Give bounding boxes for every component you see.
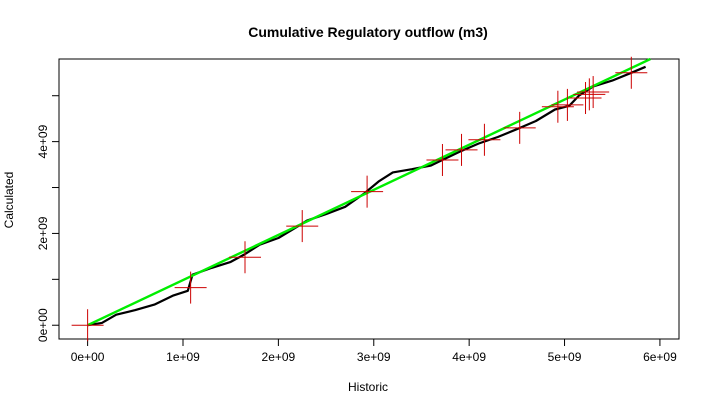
- y-tick-label: 2e+09: [36, 216, 50, 250]
- y-axis: 0e+00 2e+09 4e+09: [36, 95, 60, 342]
- chart-title: Cumulative Regulatory outflow (m3): [248, 24, 488, 40]
- data-point: [426, 143, 459, 176]
- data-point: [229, 241, 261, 274]
- y-axis-label: Calculated: [2, 172, 16, 229]
- data-point: [615, 56, 648, 89]
- x-tick-label: 1e+09: [166, 350, 200, 364]
- x-tick-label: 6e+09: [643, 350, 677, 364]
- data-point: [445, 133, 478, 166]
- x-tick-label: 3e+09: [357, 350, 391, 364]
- data-point: [569, 82, 602, 115]
- x-tick-label: 0e+00: [71, 350, 105, 364]
- x-axis-label: Historic: [348, 380, 388, 394]
- data-point: [503, 111, 536, 144]
- x-tick-label: 4e+09: [452, 350, 486, 364]
- data-point: [174, 271, 207, 304]
- y-tick-label: 4e+09: [36, 124, 50, 158]
- data-point: [577, 76, 610, 109]
- x-tick-label: 5e+09: [548, 350, 582, 364]
- x-axis: 0e+00 1e+09 2e+09 3e+09 4e+09 5e+09 6e+09: [71, 338, 677, 364]
- data-point: [468, 123, 501, 156]
- data-point: [286, 210, 319, 243]
- data-point: [573, 78, 606, 111]
- x-tick-label: 2e+09: [262, 350, 296, 364]
- plot-area: [71, 56, 651, 342]
- data-point: [351, 175, 384, 208]
- data-point: [551, 88, 584, 121]
- data-point: [71, 309, 104, 342]
- y-tick-label: 0e+00: [36, 308, 50, 342]
- data-point: [541, 90, 574, 123]
